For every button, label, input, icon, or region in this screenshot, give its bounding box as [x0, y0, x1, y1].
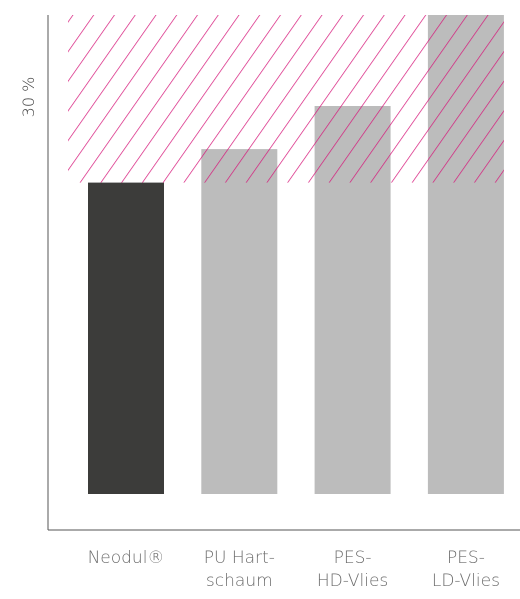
x-tick-label-line: PU Hart-	[204, 548, 275, 568]
bar-2	[201, 149, 278, 494]
x-tick-label-line: Neodul®	[88, 548, 165, 568]
x-tick-label-4: PES- LD-Vlies	[432, 548, 500, 591]
x-tick-label-3: PES- HD-Vlies	[317, 548, 388, 591]
hatched-region	[68, 15, 504, 183]
bar-1	[88, 182, 164, 494]
y-axis-label: 30 %	[19, 77, 38, 118]
x-tick-labels: Neodul® PU Hart-schaum PES- HD-Vlies PES- LD-…	[88, 548, 500, 591]
x-tick-label-1: Neodul®	[88, 548, 165, 568]
x-tick-label-2: PU Hart-schaum	[204, 548, 275, 591]
x-tick-label-line: LD-Vlies	[432, 571, 500, 591]
x-tick-label-line: PES-	[334, 548, 372, 568]
x-tick-label-line: PES-	[447, 548, 485, 568]
x-tick-label-line: HD-Vlies	[317, 571, 388, 591]
x-tick-label-line: schaum	[206, 571, 273, 591]
